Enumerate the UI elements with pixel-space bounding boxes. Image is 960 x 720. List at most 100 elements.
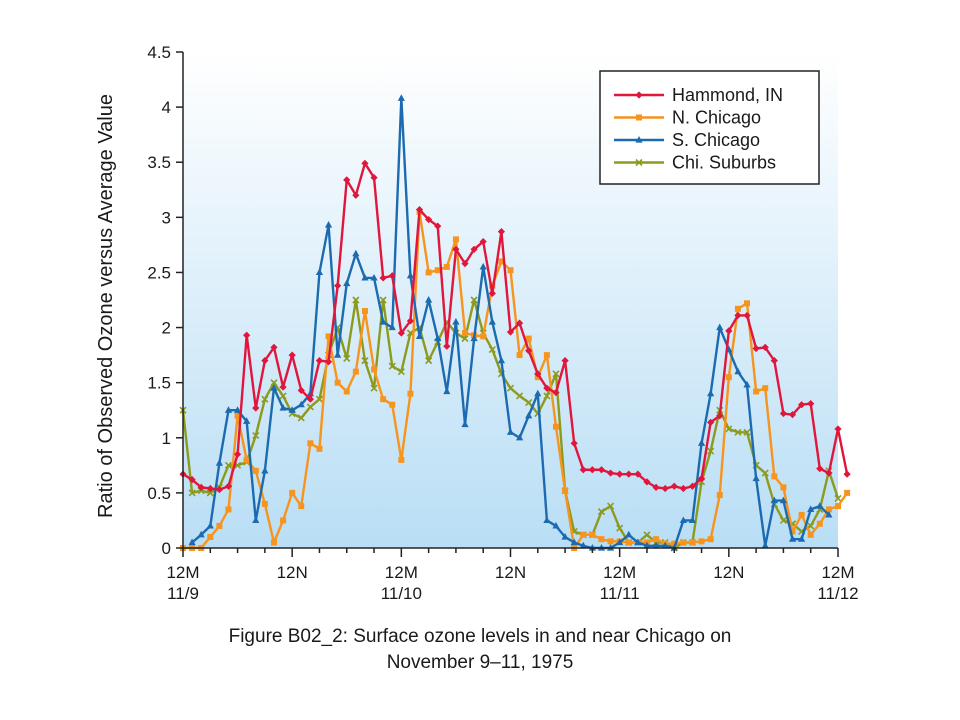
data-point-chi-suburbs-stroke bbox=[834, 494, 842, 502]
data-point-chi-suburbs-stroke bbox=[297, 414, 305, 422]
data-point-chi-suburbs bbox=[734, 428, 742, 436]
data-point-n-chicago bbox=[789, 528, 796, 535]
legend-label-hammond-in: Hammond, IN bbox=[672, 85, 783, 105]
data-point-chi-suburbs-stroke bbox=[616, 524, 624, 532]
data-point-chi-suburbs-stroke bbox=[388, 362, 396, 370]
data-point-chi-suburbs-stroke bbox=[224, 461, 233, 469]
data-point-s-chicago bbox=[315, 268, 324, 276]
data-point-n-chicago bbox=[653, 536, 660, 543]
data-point-chi-suburbs bbox=[279, 392, 287, 400]
data-point-chi-suburbs-stroke bbox=[315, 395, 324, 403]
x-tick-label: 12M bbox=[821, 563, 854, 582]
data-point-hammond-in bbox=[343, 176, 351, 184]
data-point-s-chicago bbox=[743, 380, 751, 388]
data-point-s-chicago bbox=[552, 521, 560, 529]
data-point-chi-suburbs-stroke bbox=[361, 357, 369, 365]
data-point-s-chicago bbox=[807, 505, 815, 513]
data-point-n-chicago bbox=[580, 531, 587, 538]
data-point-hammond-in bbox=[679, 484, 687, 493]
data-point-hammond-in bbox=[743, 311, 751, 320]
data-point-s-chicago bbox=[816, 502, 824, 509]
data-point-hammond-in bbox=[215, 485, 223, 494]
data-point-n-chicago bbox=[734, 305, 741, 312]
legend-label-chi-suburbs: Chi. Suburbs bbox=[672, 153, 776, 173]
data-point-n-chicago bbox=[516, 352, 523, 359]
data-point-hammond-in bbox=[707, 418, 715, 426]
data-point-chi-suburbs-stroke bbox=[525, 398, 533, 407]
data-point-s-chicago bbox=[716, 323, 724, 331]
data-point-chi-suburbs-stroke bbox=[488, 346, 496, 354]
data-point-s-chicago bbox=[579, 541, 587, 549]
data-point-chi-suburbs-stroke bbox=[370, 384, 378, 392]
data-point-chi-suburbs bbox=[261, 395, 269, 403]
data-point-chi-suburbs bbox=[188, 489, 196, 497]
data-point-hammond-in bbox=[697, 474, 706, 483]
data-point-s-chicago bbox=[688, 516, 697, 524]
data-point-n-chicago bbox=[671, 540, 678, 547]
data-point-hammond-in bbox=[616, 470, 624, 478]
data-point-n-chicago bbox=[807, 531, 814, 538]
legend-label-s-chicago: S. Chicago bbox=[672, 130, 760, 150]
data-point-hammond-in bbox=[279, 383, 287, 391]
data-point-n-chicago bbox=[425, 269, 432, 276]
data-point-n-chicago bbox=[562, 487, 569, 494]
data-point-chi-suburbs bbox=[834, 494, 842, 502]
data-point-n-chicago bbox=[289, 489, 296, 496]
data-point-n-chicago bbox=[261, 500, 268, 507]
data-point-chi-suburbs bbox=[306, 403, 314, 411]
x-tick-label: 12M bbox=[166, 563, 199, 582]
data-point-s-chicago bbox=[488, 318, 496, 325]
data-point-s-chicago bbox=[397, 94, 405, 101]
data-point-s-chicago bbox=[561, 532, 569, 540]
data-point-chi-suburbs bbox=[297, 414, 305, 422]
data-point-hammond-in bbox=[661, 484, 669, 493]
data-point-chi-suburbs bbox=[543, 392, 551, 400]
data-point-chi-suburbs bbox=[361, 357, 369, 365]
y-tick-label: 0 bbox=[162, 539, 171, 558]
data-point-chi-suburbs-stroke bbox=[643, 531, 651, 539]
legend-label-n-chicago: N. Chicago bbox=[672, 108, 761, 128]
data-point-s-chicago bbox=[425, 296, 433, 303]
x-tick-label: 12M bbox=[603, 563, 636, 582]
data-point-n-chicago bbox=[407, 390, 414, 397]
data-point-hammond-in bbox=[570, 439, 578, 447]
data-point-hammond-in bbox=[688, 482, 697, 490]
data-point-s-chicago bbox=[616, 538, 624, 546]
data-point-hammond-in bbox=[352, 191, 360, 199]
data-point-hammond-in bbox=[725, 327, 733, 335]
data-point-n-chicago bbox=[480, 333, 487, 340]
legend-marker-chi-suburbs bbox=[635, 158, 643, 167]
data-point-n-chicago bbox=[816, 520, 823, 527]
data-point-hammond-in bbox=[288, 351, 296, 359]
x-tick-date-label: 11/10 bbox=[381, 584, 422, 603]
data-point-hammond-in bbox=[452, 245, 460, 253]
y-tick-label: 3.5 bbox=[147, 153, 171, 172]
data-point-s-chicago bbox=[625, 530, 633, 538]
data-point-hammond-in bbox=[224, 482, 233, 490]
data-point-hammond-in bbox=[597, 466, 606, 474]
data-point-hammond-in bbox=[579, 466, 587, 474]
data-point-n-chicago bbox=[380, 396, 387, 403]
data-point-hammond-in bbox=[825, 469, 833, 477]
data-point-s-chicago bbox=[224, 406, 233, 413]
caption-line-2: November 9–11, 1975 bbox=[386, 652, 574, 673]
data-point-chi-suburbs-stroke bbox=[607, 502, 615, 510]
data-point-hammond-in bbox=[397, 329, 405, 337]
data-point-hammond-in bbox=[670, 482, 678, 490]
data-point-chi-suburbs bbox=[224, 461, 233, 469]
data-point-s-chicago bbox=[634, 538, 642, 546]
data-point-n-chicago bbox=[325, 333, 332, 340]
data-point-hammond-in bbox=[334, 282, 342, 290]
data-point-chi-suburbs bbox=[506, 384, 515, 392]
data-point-chi-suburbs bbox=[379, 296, 387, 304]
data-point-s-chicago bbox=[188, 538, 196, 546]
data-point-s-chicago bbox=[697, 439, 706, 446]
data-point-s-chicago bbox=[252, 516, 260, 524]
data-point-s-chicago bbox=[679, 516, 687, 524]
data-point-chi-suburbs bbox=[270, 379, 278, 387]
data-point-s-chicago bbox=[825, 510, 833, 518]
data-point-hammond-in bbox=[479, 237, 487, 246]
data-point-chi-suburbs bbox=[315, 395, 324, 403]
data-point-chi-suburbs bbox=[488, 346, 496, 354]
data-point-chi-suburbs-stroke bbox=[543, 392, 551, 400]
